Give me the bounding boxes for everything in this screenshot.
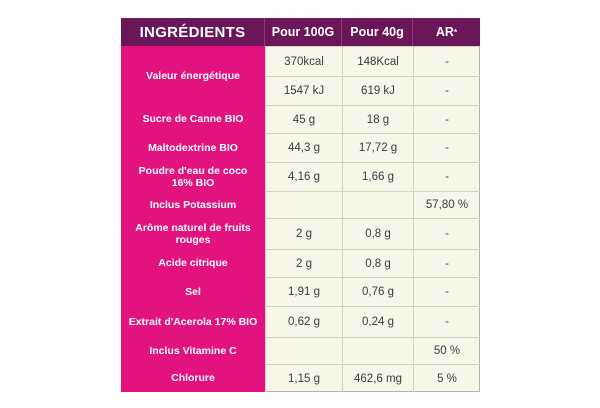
cell-citric-acid-100g: 2 g [265,249,342,277]
cell-chloride-ar: 5 % [413,364,480,392]
cell-sugar-40g: 18 g [342,105,413,133]
cell-energy-kcal-ar: - [413,46,480,76]
cell-aroma-100g: 2 g [265,218,342,249]
row-label-aroma: Arôme naturel de fruits rouges [121,218,265,249]
header-ar-label: AR [435,25,454,39]
cell-coconut-water-100g: 4,16 g [265,162,342,191]
cell-citric-acid-40g: 0,8 g [342,249,413,277]
cell-energy-kj-ar: - [413,76,480,105]
row-label-maltodextrin: Maltodextrine BIO [121,133,265,162]
cell-maltodextrin-100g: 44,3 g [265,133,342,162]
row-label-potassium: Inclus Potassium [121,191,265,218]
row-label-citric-acid: Acide citrique [121,249,265,277]
row-label-vitamin-c: Inclus Vitamine C [121,337,265,364]
header-per-40g: Pour 40g [342,18,413,46]
cell-chloride-100g: 1,15 g [265,364,342,392]
cell-citric-acid-ar: - [413,249,480,277]
cell-energy-kj-40g: 619 kJ [342,76,413,105]
cell-maltodextrin-ar: - [413,133,480,162]
cell-vitamin-c-40g [342,337,413,364]
cell-potassium-40g [342,191,413,218]
nutrition-table: INGRÉDIENTS Pour 100G Pour 40g AR * Valeu… [121,18,480,392]
header-ar-asterisk: * [453,27,458,37]
row-label-coconut-water: Poudre d'eau de coco 16% BIO [121,162,265,191]
row-label-salt: Sel [121,277,265,306]
cell-salt-ar: - [413,277,480,306]
cell-acerola-100g: 0,62 g [265,306,342,337]
header-ar: AR * [413,18,480,46]
row-label-sugar: Sucre de Canne BIO [121,105,265,133]
cell-vitamin-c-ar: 50 % [413,337,480,364]
cell-salt-40g: 0,76 g [342,277,413,306]
cell-energy-kcal-100g: 370kcal [265,46,342,76]
cell-maltodextrin-40g: 17,72 g [342,133,413,162]
cell-acerola-ar: - [413,306,480,337]
cell-energy-kj-100g: 1547 kJ [265,76,342,105]
cell-vitamin-c-100g [265,337,342,364]
cell-chloride-40g: 462,6 mg [342,364,413,392]
cell-sugar-100g: 45 g [265,105,342,133]
cell-aroma-ar: - [413,218,480,249]
row-label-acerola: Extrait d'Acerola 17% BIO [121,306,265,337]
cell-potassium-100g [265,191,342,218]
cell-acerola-40g: 0,24 g [342,306,413,337]
header-per-100g: Pour 100G [265,18,342,46]
header-ingredients: INGRÉDIENTS [121,18,265,46]
row-label-chloride: Chlorure [121,364,265,392]
cell-potassium-ar: 57,80 % [413,191,480,218]
row-label-energy: Valeur énergétique [121,46,265,105]
cell-aroma-40g: 0,8 g [342,218,413,249]
cell-coconut-water-40g: 1,66 g [342,162,413,191]
cell-energy-kcal-40g: 148Kcal [342,46,413,76]
cell-salt-100g: 1,91 g [265,277,342,306]
cell-sugar-ar: - [413,105,480,133]
cell-coconut-water-ar: - [413,162,480,191]
